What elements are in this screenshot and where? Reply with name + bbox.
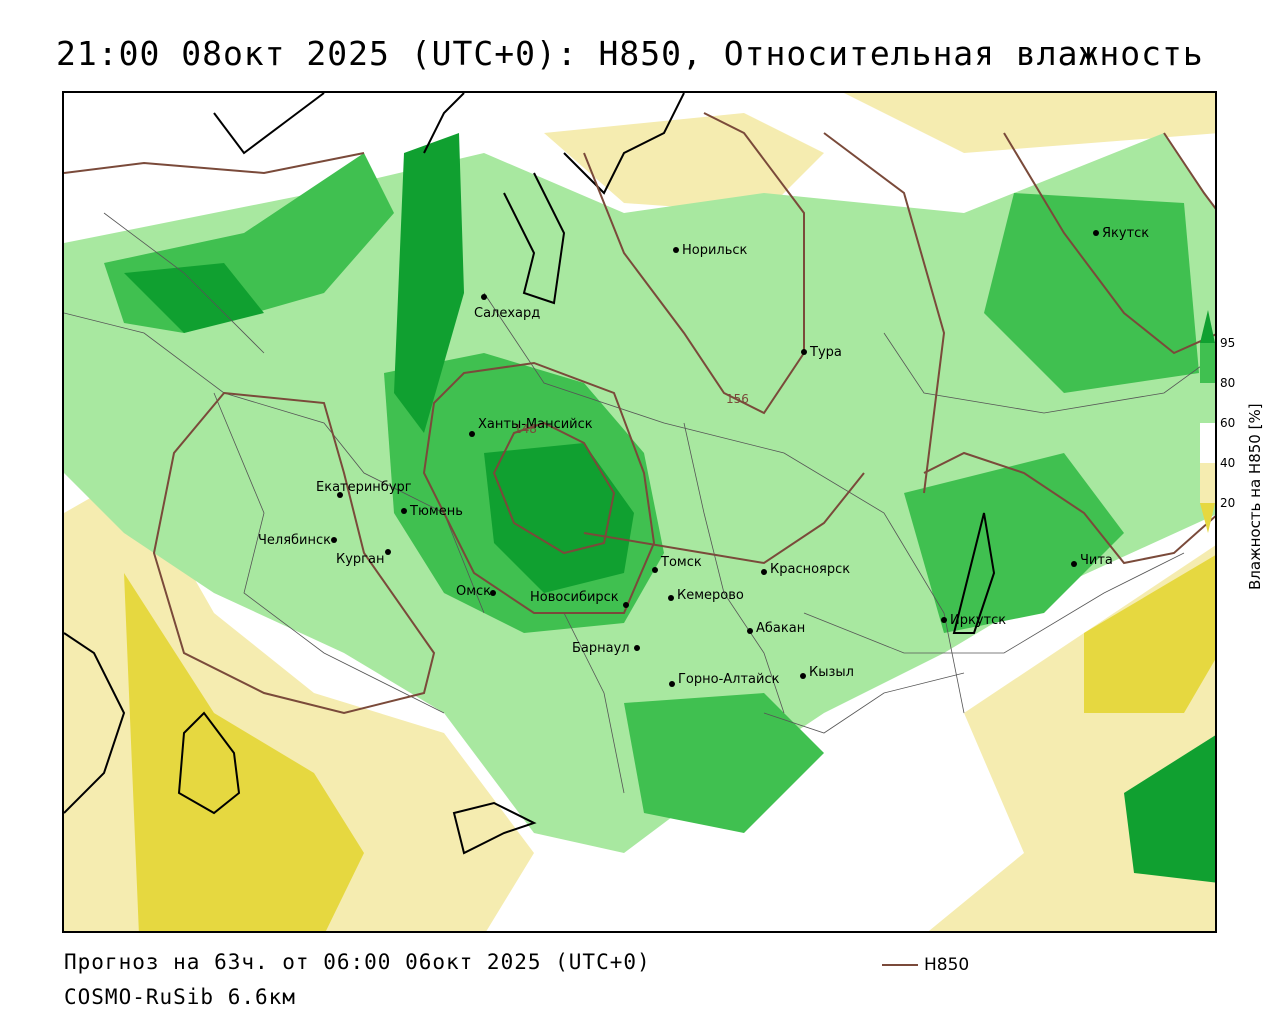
city-kemerovo: Кемерово [668, 588, 744, 603]
baikal-lake [952, 512, 996, 634]
city-chelyabinsk: Челябинск [258, 533, 337, 548]
city-tomsk: Томск [652, 555, 702, 573]
svg-text:Томск: Томск [660, 555, 702, 570]
isoline-east-2 [1003, 132, 1215, 355]
city-salekhard: Салехард [474, 294, 540, 321]
isoline-center-south [583, 472, 865, 565]
forecast-info: Прогноз на 63ч. от 06:00 06окт 2025 (UTC… [64, 950, 651, 974]
city-novosibirsk: Новосибирск [530, 590, 629, 608]
humid-zone-95-ob [484, 443, 634, 593]
coastline-kola [213, 93, 325, 155]
isoline-legend-label: H850 [924, 955, 970, 975]
legend-colorbar [1200, 310, 1215, 533]
isoline-cyclone-outer [422, 361, 656, 614]
isoline-southeast [923, 451, 1215, 565]
city-krasnoyarsk: Красноярск [761, 562, 850, 577]
city-norilsk: Норильск [673, 243, 748, 258]
isoline-ridge [583, 112, 805, 415]
svg-text:Тюмень: Тюмень [409, 504, 463, 519]
isoline-legend: H850 [882, 955, 969, 975]
svg-text:Екатеринбург: Екатеринбург [316, 480, 412, 495]
svg-text:Ханты-Мансийск: Ханты-Мансийск [478, 417, 593, 432]
coastline-yamal [423, 93, 566, 305]
isolines-h850 [64, 112, 1215, 715]
legend-tick-80: 80 [1220, 376, 1236, 390]
svg-text:Абакан: Абакан [756, 621, 805, 636]
very-dry-zone-southwest [124, 573, 364, 931]
city-chita: Чита [1071, 553, 1113, 568]
humidity-legend: 95 80 60 40 20 [1198, 305, 1278, 605]
cities: Норильск Якутск Салехард Тура Ханты-Манс… [258, 226, 1149, 687]
isoline-label-156: 156 [726, 392, 749, 406]
legend-tick-95: 95 [1220, 336, 1236, 350]
city-abakan: Абакан [747, 621, 805, 636]
isoline-east-3 [1163, 132, 1215, 210]
svg-text:Барнаул: Барнаул [572, 641, 630, 656]
humid-zone-80-south [624, 693, 824, 833]
city-barnaul: Барнаул [572, 641, 640, 656]
isoline-east-1 [823, 132, 946, 494]
map-canvas[interactable]: 156 148 Норильск Якутск Салехард Тура Ха… [62, 91, 1217, 933]
svg-text:Омск: Омск [456, 584, 491, 599]
western-sea [64, 632, 126, 814]
map-svg: 156 148 Норильск Якутск Салехард Тура Ха… [64, 93, 1215, 931]
svg-text:Якутск: Якутск [1102, 226, 1149, 241]
isoline-cyclone-inner [492, 421, 616, 555]
city-khanty-mansiysk: Ханты-Мансийск [469, 417, 593, 437]
humid-zone-95-west [124, 263, 264, 333]
dry-zone-northeast [844, 93, 1215, 153]
svg-text:Новосибирск: Новосибирск [530, 590, 619, 605]
svg-text:Иркутск: Иркутск [950, 613, 1006, 628]
city-irkutsk: Иркутск [941, 613, 1006, 628]
isoline-label-148: 148 [514, 422, 537, 436]
isoline-north [64, 152, 365, 175]
svg-text:Кемерово: Кемерово [677, 588, 744, 603]
svg-text:Норильск: Норильск [682, 243, 748, 258]
svg-text:Челябинск: Челябинск [258, 533, 331, 548]
country-borders [64, 93, 996, 855]
admin-boundaries [64, 212, 1215, 794]
city-gorno-altaysk: Горно-Алтайск [669, 672, 780, 687]
svg-text:Горно-Алтайск: Горно-Алтайск [678, 672, 780, 687]
svg-text:Красноярск: Красноярск [770, 562, 850, 577]
city-yakutsk: Якутск [1093, 226, 1149, 241]
humid-zone-80-northeast [984, 193, 1199, 393]
very-dry-zone-southeast [1084, 555, 1215, 713]
city-yekaterinburg: Екатеринбург [316, 480, 412, 498]
aral-sea [452, 801, 537, 855]
legend-tick-60: 60 [1220, 416, 1236, 430]
legend-tick-40: 40 [1220, 456, 1236, 470]
legend-axis-label: Влажность на H850 [%] [1246, 403, 1264, 590]
city-omsk: Омск [456, 584, 496, 599]
city-kurgan: Курган [336, 549, 391, 567]
city-tyumen: Тюмень [401, 504, 463, 519]
svg-text:Тура: Тура [809, 345, 842, 360]
isoline-swatch [882, 964, 918, 966]
isoline-west-loop [152, 391, 436, 715]
dry-zone-north [544, 113, 824, 213]
map-title: 21:00 08окт 2025 (UTC+0): H850, Относите… [56, 34, 1204, 73]
humidity-field [64, 93, 1215, 931]
caspian-sea [177, 711, 241, 815]
svg-text:Чита: Чита [1080, 553, 1113, 568]
humid-zone-95-urals [394, 133, 464, 433]
legend-tick-20: 20 [1220, 496, 1236, 510]
city-kyzyl: Кызыл [800, 665, 854, 680]
svg-text:Курган: Курган [336, 552, 384, 567]
svg-text:Кызыл: Кызыл [809, 665, 854, 680]
city-tura: Тура [801, 345, 842, 360]
svg-text:Салехард: Салехард [474, 306, 540, 321]
humid-zone-80-east [904, 453, 1124, 633]
model-name: COSMO-RuSib 6.6км [64, 985, 296, 1009]
humid-zone-95-southeast [1124, 735, 1215, 883]
coastline-taymyr [563, 93, 685, 195]
